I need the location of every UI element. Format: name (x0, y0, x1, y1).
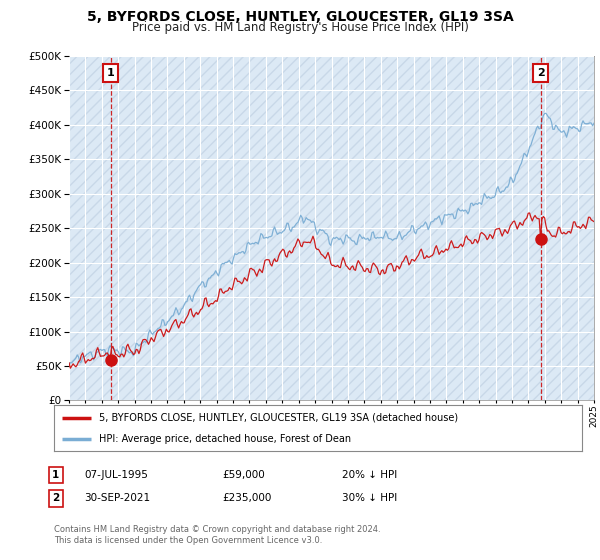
Text: 30-SEP-2021: 30-SEP-2021 (84, 493, 150, 503)
Text: Price paid vs. HM Land Registry's House Price Index (HPI): Price paid vs. HM Land Registry's House … (131, 21, 469, 34)
Text: HPI: Average price, detached house, Forest of Dean: HPI: Average price, detached house, Fore… (99, 435, 351, 444)
Text: £235,000: £235,000 (222, 493, 271, 503)
Text: Contains HM Land Registry data © Crown copyright and database right 2024.
This d: Contains HM Land Registry data © Crown c… (54, 525, 380, 545)
Text: 5, BYFORDS CLOSE, HUNTLEY, GLOUCESTER, GL19 3SA (detached house): 5, BYFORDS CLOSE, HUNTLEY, GLOUCESTER, G… (99, 413, 458, 423)
Text: 5, BYFORDS CLOSE, HUNTLEY, GLOUCESTER, GL19 3SA: 5, BYFORDS CLOSE, HUNTLEY, GLOUCESTER, G… (86, 10, 514, 24)
Text: 1: 1 (52, 470, 59, 480)
Text: 1: 1 (107, 68, 115, 78)
Text: £59,000: £59,000 (222, 470, 265, 480)
Text: 30% ↓ HPI: 30% ↓ HPI (342, 493, 397, 503)
Text: 2: 2 (537, 68, 545, 78)
Text: 2: 2 (52, 493, 59, 503)
Text: 20% ↓ HPI: 20% ↓ HPI (342, 470, 397, 480)
Text: 07-JUL-1995: 07-JUL-1995 (84, 470, 148, 480)
